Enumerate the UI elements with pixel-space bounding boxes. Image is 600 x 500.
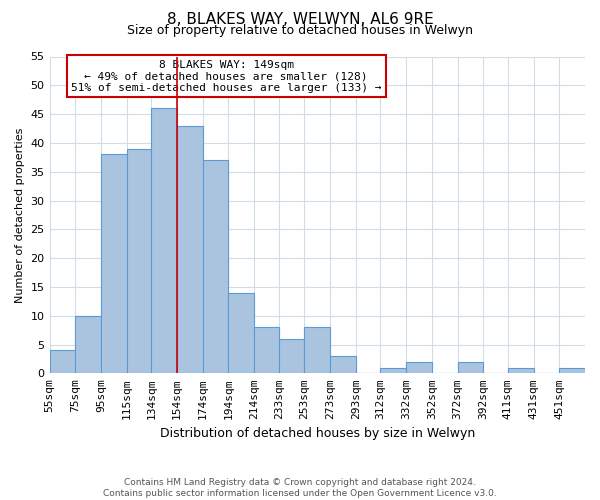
Bar [330, 356, 356, 374]
Bar [229, 292, 254, 374]
Text: 8 BLAKES WAY: 149sqm
← 49% of detached houses are smaller (128)
51% of semi-deta: 8 BLAKES WAY: 149sqm ← 49% of detached h… [71, 60, 382, 93]
Text: 8, BLAKES WAY, WELWYN, AL6 9RE: 8, BLAKES WAY, WELWYN, AL6 9RE [167, 12, 433, 28]
Bar [177, 126, 203, 374]
Bar [75, 316, 101, 374]
Bar [458, 362, 484, 374]
Bar [380, 368, 406, 374]
Bar [50, 350, 75, 374]
Text: Contains HM Land Registry data © Crown copyright and database right 2024.
Contai: Contains HM Land Registry data © Crown c… [103, 478, 497, 498]
Bar [127, 148, 151, 374]
Bar [101, 154, 127, 374]
Bar [203, 160, 229, 374]
X-axis label: Distribution of detached houses by size in Welwyn: Distribution of detached houses by size … [160, 427, 475, 440]
Bar [304, 327, 330, 374]
Bar [406, 362, 432, 374]
Bar [278, 338, 304, 374]
Bar [254, 327, 278, 374]
Y-axis label: Number of detached properties: Number of detached properties [15, 127, 25, 302]
Bar [508, 368, 533, 374]
Bar [559, 368, 585, 374]
Bar [151, 108, 177, 374]
Text: Size of property relative to detached houses in Welwyn: Size of property relative to detached ho… [127, 24, 473, 37]
